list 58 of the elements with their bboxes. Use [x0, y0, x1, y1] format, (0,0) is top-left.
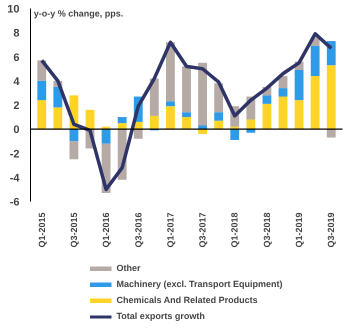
bar	[198, 62, 208, 126]
bar	[37, 80, 46, 100]
bar	[86, 110, 94, 130]
legend-label: Chemicals And Related Products	[116, 295, 258, 305]
y-tick-label: 10	[7, 4, 20, 16]
bar	[150, 116, 159, 130]
x-tick-label: Q1-2016	[101, 212, 112, 248]
bar	[150, 78, 159, 116]
y-axis-title: y-o-y % change, pps.	[34, 8, 124, 18]
bar	[166, 106, 175, 130]
bar	[182, 117, 191, 130]
bar	[230, 129, 240, 140]
x-tick-label: Q1-2017	[165, 212, 176, 248]
bar	[246, 119, 256, 130]
legend-label: Total exports growth	[116, 311, 205, 321]
y-tick-label: -4	[10, 172, 20, 184]
y-tick-label: 4	[13, 76, 20, 88]
bar	[326, 129, 336, 138]
y-tick-label: 6	[13, 52, 20, 64]
x-tick-label: Q3-2017	[198, 212, 208, 248]
bar	[214, 120, 224, 130]
x-tick-label: Q1-2015	[36, 212, 47, 248]
y-tick-label: 0	[13, 124, 20, 136]
bar	[102, 129, 111, 144]
bar	[278, 88, 288, 97]
legend-label: Machinery (excl. Transport Equipment)	[116, 279, 283, 289]
y-tick-label: 8	[13, 28, 20, 40]
bar	[70, 129, 78, 142]
bar	[118, 123, 127, 130]
bar	[134, 129, 143, 139]
bar	[262, 104, 272, 130]
y-tick-label: -6	[10, 196, 20, 208]
y-tick-label: 2	[13, 100, 20, 112]
line-series	[40, 32, 333, 192]
legend-label: Other	[116, 263, 140, 273]
bar	[326, 65, 336, 130]
x-tick-label: Q1-2019	[294, 212, 304, 248]
x-tick-label: Q1-2018	[230, 212, 240, 248]
bar	[262, 95, 272, 104]
bar	[182, 112, 191, 118]
x-tick-label: Q3-2018	[262, 212, 272, 248]
bar	[70, 141, 78, 160]
bar	[53, 107, 62, 130]
bar	[310, 46, 320, 76]
bar	[166, 101, 175, 106]
bar	[278, 76, 288, 88]
x-tick-label: Q3-2016	[133, 212, 144, 248]
bar	[294, 70, 304, 100]
x-tick-label: Q3-2015	[68, 212, 79, 248]
bar	[310, 76, 320, 130]
bar	[182, 66, 191, 112]
bar	[294, 100, 304, 130]
y-tick-label: -2	[10, 148, 20, 160]
bar	[37, 100, 46, 130]
bar	[214, 112, 224, 121]
x-tick-label: Q3-2019	[326, 212, 336, 248]
bar	[278, 96, 288, 130]
bar	[118, 117, 127, 124]
